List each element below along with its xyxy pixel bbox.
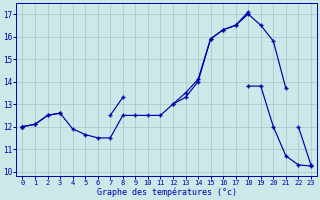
X-axis label: Graphe des températures (°c): Graphe des températures (°c) bbox=[97, 188, 237, 197]
